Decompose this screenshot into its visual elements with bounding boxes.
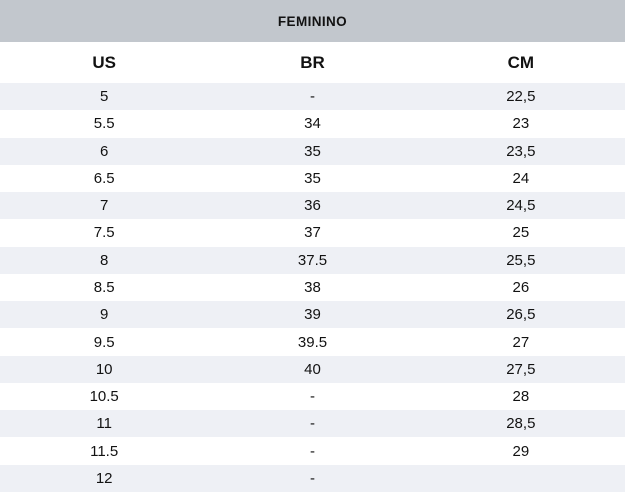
cell-cm: 26: [512, 278, 530, 296]
size-table-header: US BR CM: [0, 42, 625, 83]
cell-us: 10.5: [89, 388, 119, 406]
cell-cm: 27: [512, 333, 530, 351]
cell-cm: 28,5: [506, 415, 536, 433]
cell-br: -: [309, 442, 315, 460]
table-row: 5.5 34 23: [0, 110, 625, 138]
cell-us: 7.5: [93, 224, 115, 242]
cell-us: 12: [95, 469, 113, 487]
cell-cm: 24: [512, 169, 530, 187]
cell-cm: 26,5: [506, 306, 536, 324]
table-title-band: FEMININO: [0, 0, 625, 42]
table-row: 9.5 39.5 27: [0, 328, 625, 356]
cell-us: 8.5: [93, 278, 115, 296]
cell-br: 35: [304, 142, 321, 160]
cell-us: 6.5: [93, 169, 115, 187]
table-row: 8 37.5 25,5: [0, 246, 625, 274]
cell-cm: 27,5: [506, 360, 536, 378]
table-row: 11 - 28,5: [0, 410, 625, 438]
cell-cm: 28: [512, 388, 530, 406]
cell-br: 34: [304, 115, 321, 133]
column-header-br: BR: [208, 42, 417, 83]
cell-us: 8: [99, 251, 109, 269]
cell-br: -: [309, 415, 315, 433]
cell-br: -: [309, 469, 315, 487]
table-row: 8.5 38 26: [0, 273, 625, 302]
table-row: 6.5 35 24: [0, 164, 625, 193]
table-row: 7.5 37 25: [0, 219, 625, 247]
cell-us: 5: [99, 88, 109, 106]
table-row: 7 36 24,5: [0, 192, 625, 220]
cell-cm: 25,5: [506, 251, 536, 269]
header-row: US BR CM: [0, 42, 625, 83]
cell-us: 7: [99, 197, 109, 215]
cell-us: 10: [95, 360, 113, 378]
cell-cm: 23,5: [506, 142, 536, 160]
cell-br: 38: [304, 278, 321, 296]
cell-cm: 22,5: [506, 88, 536, 106]
cell-us: 6: [99, 142, 109, 160]
cell-cm: 29: [512, 442, 530, 460]
cell-br: 37.5: [297, 251, 328, 269]
cell-br: 40: [304, 360, 321, 378]
cell-cm: 23: [512, 115, 530, 133]
cell-br: 39: [304, 306, 321, 324]
cell-br: 37: [304, 224, 321, 242]
cell-br: -: [309, 388, 315, 406]
size-table: US BR CM 5 - 22,5 5.5 34 23 6 35 23,5 6.5 35 24 7 36 2…: [0, 42, 625, 492]
size-table-body: 5 - 22,5 5.5 34 23 6 35 23,5 6.5 35 24 7 36 24,5 7.5 37 2…: [0, 83, 625, 492]
cell-br: 36: [304, 197, 321, 215]
cell-br: 35: [304, 169, 321, 187]
cell-br: -: [309, 88, 315, 106]
cell-us: 11: [96, 415, 112, 433]
cell-us: 11.5: [90, 442, 119, 460]
column-header-cm: CM: [416, 42, 625, 83]
table-row: 9 39 26,5: [0, 301, 625, 329]
cell-us: 9: [99, 306, 109, 324]
column-header-us: US: [0, 42, 209, 83]
cell-cm: [417, 465, 625, 492]
table-row: 12 -: [0, 464, 625, 492]
cell-us: 9.5: [93, 333, 115, 351]
cell-us: 5.5: [93, 115, 115, 133]
table-row: 11.5 - 29: [0, 437, 625, 465]
cell-br: 39.5: [297, 333, 328, 351]
table-row: 5 - 22,5: [0, 83, 625, 111]
table-row: 6 35 23,5: [0, 137, 625, 165]
table-title: FEMININO: [277, 13, 348, 29]
table-row: 10 40 27,5: [0, 355, 625, 383]
cell-cm: 24,5: [506, 197, 536, 215]
table-row: 10.5 - 28: [0, 382, 625, 411]
cell-cm: 25: [512, 224, 530, 242]
